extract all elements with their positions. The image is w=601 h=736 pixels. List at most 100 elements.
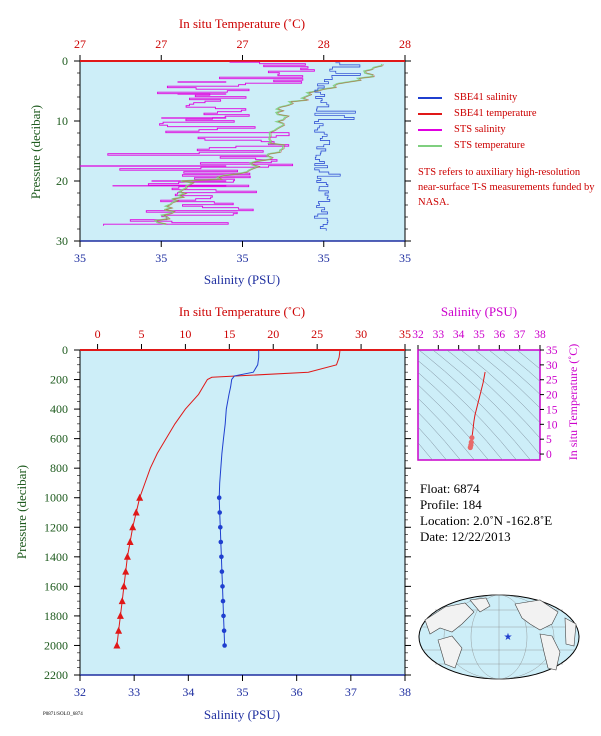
legend-swatch	[418, 97, 442, 99]
legend-item: STS temperature	[418, 138, 537, 154]
bottom-traces	[113, 349, 341, 649]
ts-temp-tick-label: 25	[546, 375, 558, 387]
map-land	[424, 597, 577, 671]
ts-density-contour	[502, 350, 540, 382]
bottom-temp-tick-label: 30	[355, 327, 367, 341]
salinity-marker	[219, 569, 225, 574]
bottom-sal-tick-label: 35	[237, 685, 249, 699]
top-temp-tick-label: 27	[237, 37, 249, 51]
top-sal-tick-label: 35	[155, 251, 167, 265]
top-pressure-tick-label: 0	[62, 54, 68, 68]
bottom-pressure-tick-label: 400	[50, 402, 68, 416]
salinity-marker	[216, 495, 222, 501]
ts-temp-tick-label: 30	[546, 360, 558, 372]
footer-code: P0871/SOLO_6874	[43, 712, 83, 717]
bottom-plot-area	[79, 349, 406, 676]
top-temp-tick-label: 27	[74, 37, 86, 51]
ts-temp-label: In situ Temperature (˚C)	[566, 344, 580, 461]
ts-density-contour	[474, 350, 540, 409]
ts-salinity-title: Salinity (PSU)	[441, 304, 517, 319]
ts-trace	[467, 371, 486, 451]
ts-density-contour	[418, 372, 503, 460]
ts-sal-tick-label: 35	[473, 329, 485, 341]
temperature-marker	[118, 597, 126, 605]
bottom-pressure-tick-label: 1000	[44, 491, 68, 505]
temperature-marker	[113, 641, 121, 649]
bottom-temp-tick-label: 35	[399, 327, 411, 341]
bottom-sal-tick-label: 32	[74, 685, 86, 699]
ts-density-contour	[516, 350, 540, 370]
bottom-sal-ticks: 32 33 34 35 36 37 38	[74, 675, 411, 699]
bottom-pressure-ticks: 0 200 400 600 800 1000 1200 1400 1600 1800 2000 220…	[44, 343, 411, 682]
temperature-marker	[136, 493, 144, 501]
ts-density-contours	[418, 350, 540, 460]
legend-items: SBE41 salinity SBE41 temperature STS salin…	[418, 90, 537, 154]
salinity-marker	[221, 613, 226, 619]
bottom-pressure-tick-label: 2000	[44, 638, 68, 652]
ts-density-contour	[418, 384, 489, 460]
top-temp-title: In situ Temperature (˚C)	[179, 16, 305, 31]
ts-temp-tick-label: 10	[546, 419, 558, 431]
ts-temp-ticks: 0 5 10 15 20 25 30 35	[540, 345, 558, 461]
legend-item: SBE41 temperature	[418, 106, 537, 122]
top-temp-tick-label: 28	[399, 37, 411, 51]
bottom-temp-tick-label: 0	[95, 327, 101, 341]
bottom-panel: In situ Temperature (˚C) 0 5 10 15 20 25 30 35 …	[14, 304, 411, 722]
bottom-temp-tick-label: 5	[138, 327, 144, 341]
ts-temp-tick-label: 20	[546, 390, 558, 402]
top-pressure-label: Pressure (decibar)	[28, 105, 43, 199]
location: Location: 2.0˚N -162.8˚E	[420, 513, 553, 528]
legend-item: SBE41 salinity	[418, 90, 537, 106]
ts-plot-area	[417, 349, 541, 461]
salinity-marker	[217, 510, 222, 515]
sts-note: STS refers to auxiliary high-resolution …	[418, 167, 595, 208]
ts-sal-tick-label: 33	[433, 329, 445, 341]
ts-sal-tick-label: 38	[534, 329, 546, 341]
legend-label: STS salinity	[454, 124, 506, 135]
temperature-marker	[129, 523, 137, 531]
ts-point	[468, 439, 474, 445]
ts-density-contour	[418, 350, 531, 460]
bottom-pressure-tick-label: 1400	[44, 550, 68, 564]
bottom-pressure-tick-label: 1600	[44, 579, 68, 593]
bottom-pressure-label: Pressure (decibar)	[14, 465, 29, 559]
top-sal-tick-label: 35	[237, 251, 249, 265]
ts-temp-tick-label: 35	[546, 345, 558, 357]
profile-number: Profile: 184	[420, 497, 482, 512]
temperature-marker	[123, 552, 131, 560]
ts-sal-tick-label: 34	[453, 329, 465, 341]
top-panel: In situ Temperature (˚C) 27 27 27 28 28 0 10 2…	[28, 16, 411, 287]
top-temp-tick-label: 28	[318, 37, 330, 51]
legend-label: SBE41 temperature	[454, 108, 537, 119]
ts-temp-tick-label: 0	[546, 449, 552, 461]
bottom-temp-tick-label: 10	[179, 327, 191, 341]
ts-sal-ticks: 32 33 34 35 36 37 38	[412, 329, 546, 350]
ts-sal-tick-label: 32	[412, 329, 424, 341]
ts-temp-tick-label: 15	[546, 404, 558, 416]
legend-swatch	[418, 129, 442, 131]
top-sal-tick-label: 35	[318, 251, 330, 265]
temperature-marker	[126, 538, 134, 545]
salinity-marker	[219, 554, 224, 560]
top-traces	[80, 61, 384, 231]
bottom-salinity-label: Salinity (PSU)	[204, 707, 280, 722]
legend-swatch	[418, 113, 442, 115]
sbe41-temperature-trace-top	[156, 63, 384, 225]
legend-swatch	[418, 145, 442, 147]
bottom-temp-title: In situ Temperature (˚C)	[179, 304, 305, 319]
top-pressure-tick-label: 20	[56, 174, 68, 188]
top-pressure-ticks: 0 10 20 30	[56, 54, 411, 248]
bottom-pressure-tick-label: 0	[62, 343, 68, 357]
temperature-marker	[132, 508, 140, 516]
salinity-marker	[221, 628, 227, 633]
bottom-pressure-tick-label: 2200	[44, 668, 68, 682]
bottom-pressure-tick-label: 1200	[44, 520, 68, 534]
ts-density-contour	[460, 350, 540, 424]
top-sal-ticks: 35 35 35 35 35	[74, 241, 411, 265]
ts-panel: Salinity (PSU) 32 33 34 35 36 37 38 0 5 10 15 20 25…	[412, 304, 580, 461]
top-temp-ticks: 27 27 27 28 28	[74, 37, 411, 61]
legend: SBE41 salinity SBE41 temperature STS salin…	[418, 90, 537, 154]
top-temp-tick-label: 27	[155, 37, 167, 51]
bottom-temp-tick-label: 25	[311, 327, 323, 341]
